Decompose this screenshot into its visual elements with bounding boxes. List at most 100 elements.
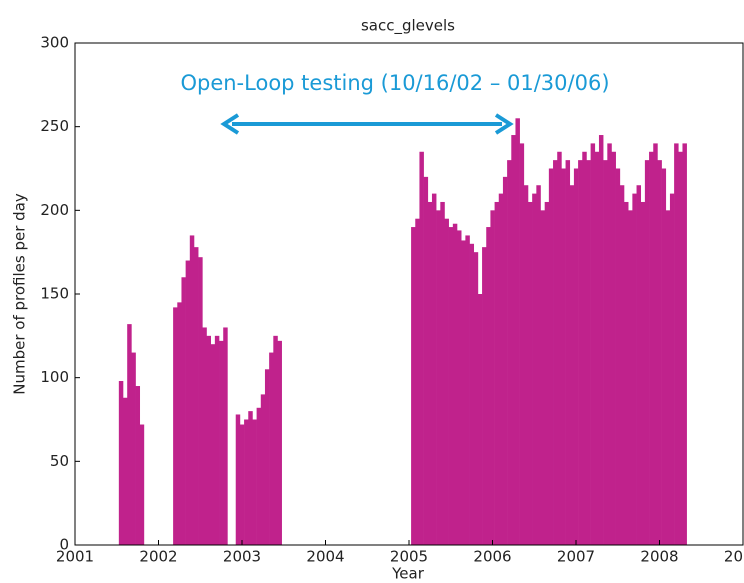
x-tick-label: 2003 [223,548,261,566]
bar [264,369,270,545]
bar [624,201,629,545]
bar [494,201,500,545]
bar [431,193,437,545]
bar [436,210,441,546]
y-tick-label: 50 [50,452,69,470]
bar [515,118,520,546]
bar [193,247,199,545]
bar [444,218,449,545]
bar [636,185,642,545]
bar [490,210,495,546]
bar [423,176,429,545]
bar [632,193,637,545]
bar [603,160,608,545]
bar [548,168,554,545]
bar [582,151,587,545]
bar [452,223,458,545]
bar [252,419,257,545]
bar [457,230,462,545]
bar [173,307,178,545]
annotation: Open-Loop testing (10/16/02 – 01/30/06) [180,71,609,95]
y-tick-label: 250 [40,117,69,135]
bar [523,185,529,545]
bar [553,160,558,545]
bar [678,151,683,545]
bar [544,201,550,545]
bar [219,340,224,545]
bar [607,143,612,545]
bar [189,235,195,545]
bar [532,193,537,545]
bar [573,168,579,545]
bar [415,218,420,545]
bar [419,151,424,545]
bar [502,176,508,545]
bar [277,340,282,545]
bar [127,324,132,545]
annotation-arrow [220,113,514,135]
bar [181,277,186,545]
y-tick-label: 150 [40,285,69,303]
bar [590,143,596,545]
bar [469,243,475,546]
bar [256,407,262,545]
bar [665,210,671,546]
bar [427,201,433,545]
x-tick-label: 2002 [139,548,177,566]
x-tick-label: 2008 [640,548,678,566]
bar [239,424,245,545]
bar [248,411,253,545]
y-tick-label: 0 [59,536,69,554]
bar [657,160,662,545]
bar [198,257,203,545]
bar [674,143,679,545]
bar [131,352,136,545]
bar [649,151,654,545]
x-tick-label: 2004 [306,548,344,566]
bar [594,151,600,545]
bar [473,252,479,545]
bar [482,247,487,545]
bar [628,210,633,546]
bar [135,386,141,545]
y-tick-label: 200 [40,201,69,219]
bar [682,143,687,545]
y-axis-label: Number of profiles per day [11,193,29,395]
bar [498,193,504,545]
bar [185,260,191,545]
bar [511,135,516,546]
bar [557,151,562,545]
bar [202,327,207,545]
chart-title: sacc_glevels [361,17,455,36]
x-axis-label: Year [391,565,425,583]
x-tick-label: 2006 [473,548,511,566]
x-tick-label: 2005 [390,548,428,566]
bar [139,424,145,545]
bar [235,414,241,545]
bar [640,201,646,545]
bar [269,352,274,545]
bar [536,185,541,545]
bar [118,381,124,545]
bar [565,160,571,545]
bar [465,235,470,545]
bar [244,419,249,545]
bar [177,302,182,545]
bar [598,135,604,546]
plot-area [118,118,687,546]
bar [586,160,591,545]
x-tick-label: 2009 [724,548,744,566]
bar [644,160,650,545]
x-tick-label: 2001 [56,548,94,566]
bar [210,344,216,545]
y-tick-label: 100 [40,368,69,386]
bar [615,168,621,545]
bar [653,143,658,545]
bar [661,168,667,545]
bar [260,394,266,545]
bar [569,185,575,545]
bar [461,240,466,545]
bar [214,335,220,545]
bar [273,335,278,545]
